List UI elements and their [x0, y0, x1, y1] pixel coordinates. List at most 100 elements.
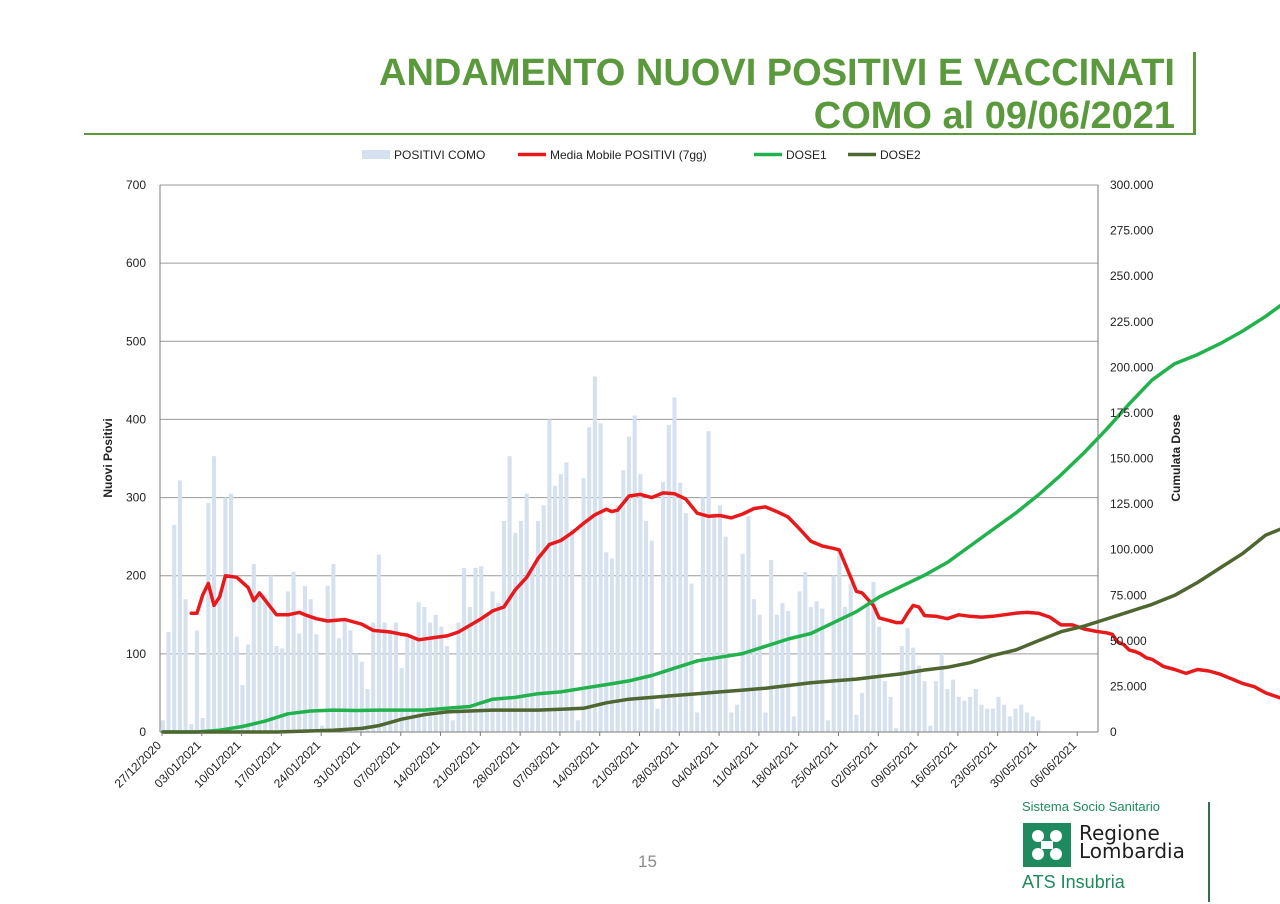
bar	[820, 608, 825, 732]
title-divider	[84, 133, 1196, 135]
bar	[1030, 716, 1035, 732]
bar	[734, 704, 740, 732]
page-number: 15	[638, 852, 657, 871]
y-tick-label-right: 75.000	[1110, 588, 1147, 602]
y-tick-label-left: 400	[126, 412, 146, 426]
bar	[234, 636, 239, 732]
bar	[558, 474, 563, 732]
bar	[530, 567, 535, 732]
bar	[752, 599, 757, 732]
y-tick-label-left: 100	[126, 647, 146, 661]
bar	[223, 497, 228, 732]
legend-label: POSITIVI COMO	[394, 148, 485, 162]
bar	[405, 634, 410, 732]
y-axis-title-left: Nuovi Positivi	[101, 418, 115, 497]
title-line-1: ANDAMENTO NUOVI POSITIVI E VACCINATI	[379, 52, 1175, 94]
y-axis-title-right: Cumulata Dose	[1169, 414, 1183, 502]
bar	[388, 630, 393, 732]
bar	[689, 583, 694, 732]
legend-label: DOSE1	[786, 148, 827, 162]
bar	[723, 536, 728, 732]
bar	[325, 585, 330, 732]
y-tick-label-right: 125.000	[1110, 497, 1154, 511]
bar	[473, 567, 478, 732]
logo-name-line-1: Regione	[1079, 821, 1160, 845]
bar	[803, 571, 808, 732]
bar	[655, 708, 660, 732]
y-tick-label-right: 100.000	[1110, 543, 1154, 557]
bar	[939, 653, 944, 732]
bar	[206, 503, 211, 732]
bar	[479, 566, 484, 732]
bar	[871, 581, 876, 732]
bar	[740, 553, 745, 732]
bar	[831, 575, 836, 732]
logo-tagline: Sistema Socio Sanitario	[1022, 799, 1161, 814]
bar	[359, 661, 364, 732]
bar	[280, 648, 285, 732]
bar	[877, 626, 882, 732]
regione-lombardia-logo-icon	[1023, 823, 1071, 867]
bar	[774, 614, 779, 732]
bar	[814, 601, 819, 732]
y-tick-label-left: 500	[126, 334, 146, 348]
bar	[229, 493, 234, 732]
bar	[587, 427, 592, 732]
bar	[990, 708, 995, 732]
bar	[445, 646, 450, 732]
series-line	[161, 303, 1280, 734]
bar	[342, 618, 347, 732]
bar	[177, 480, 182, 732]
bar	[808, 606, 813, 732]
bar	[666, 424, 671, 732]
bar	[581, 478, 586, 732]
bar	[780, 603, 785, 732]
bar	[638, 474, 643, 732]
bar	[462, 567, 467, 732]
bar	[962, 700, 967, 732]
bar	[905, 628, 910, 732]
bar	[797, 591, 802, 732]
bar	[189, 724, 194, 732]
bar	[371, 622, 376, 732]
bar	[172, 524, 177, 732]
bar	[518, 521, 524, 732]
bar	[354, 653, 359, 732]
y-tick-label-right: 25.000	[1110, 679, 1147, 693]
bar	[507, 456, 512, 732]
bar	[973, 689, 978, 732]
bar	[860, 692, 865, 732]
y-tick-label-right: 50.000	[1110, 634, 1147, 648]
y-tick-label-right: 250.000	[1110, 269, 1154, 283]
bar	[888, 696, 893, 732]
bar	[717, 505, 723, 732]
bar	[410, 638, 416, 732]
bar	[285, 591, 290, 732]
logo-divider	[1208, 802, 1210, 902]
bar	[598, 423, 603, 732]
bar	[541, 505, 546, 732]
y-tick-label-right: 200.000	[1110, 360, 1154, 374]
bar	[848, 583, 853, 732]
legend-label: Media Mobile POSITIVI (7gg)	[550, 148, 707, 162]
bar	[570, 528, 575, 732]
bar	[553, 485, 558, 732]
bar	[757, 614, 762, 732]
bar	[626, 436, 632, 732]
legend-label: DOSE2	[880, 148, 921, 162]
bar	[433, 614, 438, 732]
bar	[604, 552, 609, 732]
bar	[899, 646, 904, 732]
bar	[308, 599, 313, 732]
bar	[575, 720, 580, 732]
bar	[615, 505, 620, 732]
bar	[922, 681, 927, 732]
logo-name-line-2: Lombardia	[1079, 839, 1185, 863]
bar	[678, 482, 683, 732]
y-tick-label-left: 0	[139, 725, 146, 739]
title-accent-bar	[1193, 52, 1196, 134]
bar	[166, 631, 171, 732]
bar	[672, 397, 677, 732]
bar	[547, 419, 552, 732]
